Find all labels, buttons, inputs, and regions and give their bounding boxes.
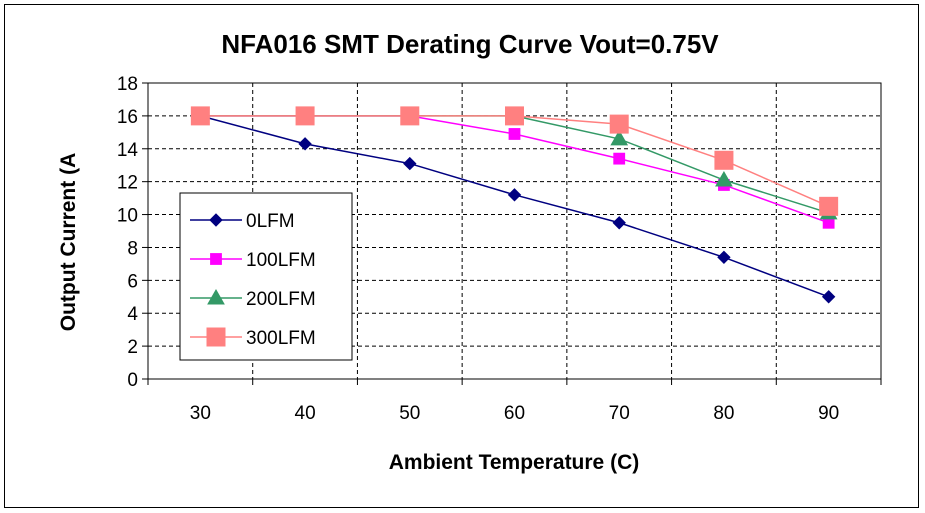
legend: 0LFM 100LFM 200LFM 300LFM	[179, 192, 353, 361]
data-point	[295, 106, 315, 126]
data-point	[612, 216, 626, 230]
data-point	[505, 106, 524, 126]
y-tick-label: 6	[127, 271, 138, 292]
y-tick-label: 2	[127, 337, 138, 358]
y-tick-label: 0	[127, 370, 138, 391]
legend-swatch-marker	[206, 327, 226, 347]
legend-label: 0LFM	[246, 211, 295, 232]
x-tick-label: 60	[504, 403, 525, 424]
y-tick-label: 8	[127, 238, 138, 259]
legend-label: 300LFM	[246, 328, 316, 349]
y-tick-label: 14	[117, 140, 139, 161]
data-point	[819, 196, 839, 216]
legend-label: 100LFM	[246, 250, 316, 271]
x-tick-label: 50	[399, 403, 420, 424]
data-point	[190, 106, 210, 126]
data-point	[507, 188, 522, 202]
x-tick-label: 30	[190, 403, 211, 424]
data-point	[610, 129, 629, 146]
legend-swatch-marker	[210, 253, 222, 265]
x-tick-label: 80	[713, 403, 734, 424]
y-tick-label: 18	[117, 74, 138, 95]
legend-item-100lfm: 100LFM	[190, 250, 316, 271]
y-tick-label: 12	[117, 173, 138, 194]
y-axis-title: Output Current (A	[57, 153, 80, 331]
x-tick-label: 90	[818, 403, 839, 424]
legend-item-0lfm: 0LFM	[190, 211, 295, 232]
legend-item-300lfm: 300LFM	[190, 327, 316, 349]
data-point	[717, 250, 731, 265]
data-point	[400, 106, 420, 126]
legend-swatch-marker	[207, 288, 225, 305]
data-point	[714, 150, 734, 170]
series-0lfm	[193, 109, 836, 304]
data-point	[609, 114, 629, 134]
data-point	[298, 137, 312, 151]
chart-frame: NFA016 SMT Derating Curve Vout=0.75V 0 2 4…	[4, 4, 919, 508]
series-group	[190, 106, 839, 304]
y-tick-label: 4	[127, 304, 138, 325]
data-point	[613, 152, 626, 165]
data-point	[821, 290, 836, 304]
y-tick-label: 10	[117, 206, 138, 227]
x-tick-label: 40	[295, 403, 316, 424]
x-tick-label: 70	[609, 403, 630, 424]
data-point	[403, 156, 417, 171]
legend-item-200lfm: 200LFM	[190, 288, 316, 310]
x-axis-title: Ambient Temperature (C)	[389, 451, 639, 474]
series-300lfm	[190, 106, 839, 216]
data-point	[508, 128, 521, 140]
legend-swatch-marker	[209, 213, 223, 227]
y-tick-label: 16	[117, 107, 138, 128]
chart-title: NFA016 SMT Derating Curve Vout=0.75V	[221, 29, 719, 59]
data-point	[715, 171, 733, 187]
derating-chart: NFA016 SMT Derating Curve Vout=0.75V 0 2 4…	[57, 29, 882, 474]
axes: 0 2 4 6 8 10 12 14 16 18 30 40 50 60 70 80 90	[117, 74, 882, 424]
legend-label: 200LFM	[246, 289, 316, 310]
